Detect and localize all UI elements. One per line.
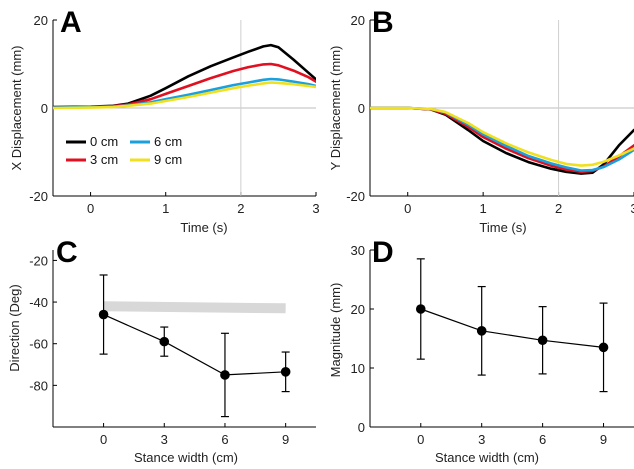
panel-c-xtick-label: 3 [161, 432, 168, 447]
panel-b-series-3cm [370, 106, 634, 174]
panel-a-xtick-label: 3 [312, 201, 319, 216]
panel-c: C 0 3 6 9 -20 -40 -60 -80 Stance width (cm) Dir… [7, 236, 316, 465]
panel-d-point [476, 326, 487, 336]
panel-letter-a: A [60, 6, 82, 39]
panel-d-point [598, 342, 609, 353]
panel-c-point [98, 309, 109, 320]
ylabel-c: Direction (Deg) [7, 284, 22, 371]
legend: 0 cm 6 cm 3 cm 9 cm [66, 134, 182, 167]
panel-d: D 0 3 6 9 30 20 10 0 Stance width (cm) Magnitud… [328, 236, 634, 465]
panel-c-ytick-label: -20 [29, 253, 48, 268]
legend-label-3cm: 3 cm [90, 152, 118, 167]
panel-b-ytick-label: 20 [351, 13, 365, 28]
legend-label-0cm: 0 cm [90, 134, 118, 149]
xlabel-a: Time (s) [180, 220, 227, 235]
ylabel-d: Magnitude (mm) [328, 283, 343, 378]
panel-c-point [159, 336, 170, 347]
panel-d-ytick-label: 20 [351, 302, 365, 317]
panel-c-ytick-label: -60 [29, 337, 48, 352]
ylabel-b: Y Displacement (mm) [328, 46, 343, 171]
panel-b-xtick-label: 2 [555, 201, 562, 216]
panel-letter-d: D [372, 236, 394, 269]
panel-a-ytick-label: 0 [41, 101, 48, 116]
panel-d-ytick-label: 10 [351, 361, 365, 376]
panel-c-xtick-label: 0 [100, 432, 107, 447]
panel-a-xtick-label: 0 [87, 201, 94, 216]
panel-d-xtick-label: 0 [417, 432, 424, 447]
panel-c-xtick-label: 9 [282, 432, 289, 447]
panel-letter-c: C [56, 236, 78, 269]
panel-d-point [415, 304, 426, 314]
panel-b-series-6cm [370, 106, 634, 172]
panel-d-point [537, 335, 548, 346]
legend-label-9cm: 9 cm [154, 152, 182, 167]
panel-c-ytick-label: -80 [29, 378, 48, 393]
panel-a-ytick-label: 20 [34, 13, 48, 28]
panel-b-ytick-label: -20 [346, 189, 365, 204]
panel-c-ytick-label: -40 [29, 295, 48, 310]
panel-d-ytick-label: 30 [351, 243, 365, 258]
xlabel-d: Stance width (cm) [435, 450, 539, 465]
panel-c-point [280, 367, 291, 377]
plot-c: 0 3 6 9 -20 -40 -60 -80 [29, 250, 316, 447]
panel-a-xtick-label: 2 [237, 201, 244, 216]
panel-a-xtick-label: 1 [162, 201, 169, 216]
panel-a: A 0 1 2 3 20 0 -20 Time (s) X Displacement (mm… [9, 6, 320, 235]
panel-c-connector [103, 314, 286, 376]
panel-c-xtick-label: 6 [221, 432, 228, 447]
panel-a-series-3cm [53, 62, 316, 109]
panel-b-xtick-label: 1 [480, 201, 487, 216]
panel-d-connector [420, 308, 604, 348]
panel-a-ytick-label: -20 [29, 189, 48, 204]
panel-d-xtick-label: 3 [478, 432, 485, 447]
panel-c-band [103, 301, 286, 314]
ylabel-a: X Displacement (mm) [9, 46, 24, 171]
xlabel-b: Time (s) [479, 220, 526, 235]
plot-a: 0 1 2 3 20 0 -20 [29, 13, 319, 216]
plot-d: 0 3 6 9 30 20 10 0 [351, 243, 634, 447]
legend-label-6cm: 6 cm [154, 134, 182, 149]
panel-b-series-9cm [370, 106, 634, 167]
panel-a-series-9cm [53, 81, 316, 110]
xlabel-c: Stance width (cm) [134, 450, 238, 465]
panel-b-xtick-label: 0 [404, 201, 411, 216]
panel-c-point [220, 370, 230, 380]
panel-b: B 0 1 2 3 20 0 -20 Time (s) Y Displacement (mm… [328, 6, 634, 235]
panel-letter-b: B [372, 6, 394, 39]
panel-b-xtick-label: 3 [630, 201, 634, 216]
panel-d-ytick-label: 0 [358, 420, 365, 435]
panel-d-xtick-label: 9 [600, 432, 607, 447]
panel-d-xtick-label: 6 [539, 432, 546, 447]
panel-b-ytick-label: 0 [358, 101, 365, 116]
plot-b: 0 1 2 3 20 0 -20 [346, 13, 634, 216]
